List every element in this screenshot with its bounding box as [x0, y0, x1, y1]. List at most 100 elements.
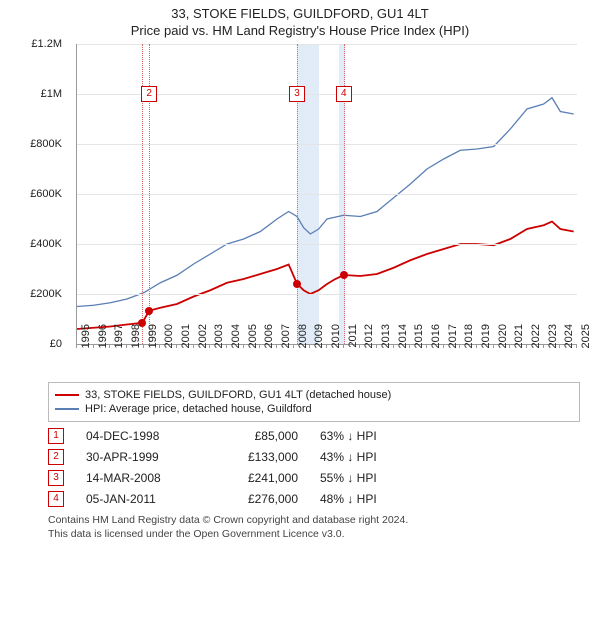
x-tick: [143, 344, 144, 348]
cell-date: 05-JAN-2011: [86, 492, 196, 506]
x-tick: [476, 344, 477, 348]
row-number-box: 2: [48, 449, 64, 465]
x-axis-label: 2004: [230, 324, 242, 354]
x-tick: [526, 344, 527, 348]
table-row: 4 05-JAN-2011 £276,000 48% ↓ HPI: [48, 491, 580, 507]
footer-attribution: Contains HM Land Registry data © Crown c…: [48, 513, 580, 541]
x-axis-label: 2016: [430, 324, 442, 354]
x-tick: [459, 344, 460, 348]
x-axis-label: 2007: [280, 324, 292, 354]
x-axis-label: 2011: [347, 324, 359, 354]
x-tick: [309, 344, 310, 348]
x-tick: [493, 344, 494, 348]
x-axis-label: 2000: [163, 324, 175, 354]
x-axis-label: 1996: [97, 324, 109, 354]
x-tick: [359, 344, 360, 348]
row-number-box: 4: [48, 491, 64, 507]
x-tick: [109, 344, 110, 348]
sale-dot: [340, 271, 348, 279]
row-number-box: 1: [48, 428, 64, 444]
x-axis-label: 2017: [447, 324, 459, 354]
y-axis-label: £0: [22, 338, 62, 350]
x-axis-label: 2025: [580, 324, 592, 354]
cell-date: 04-DEC-1998: [86, 429, 196, 443]
gridline: [77, 294, 577, 295]
legend-swatch: [55, 408, 79, 410]
x-tick: [443, 344, 444, 348]
sales-table: 1 04-DEC-1998 £85,000 63% ↓ HPI 2 30-APR-1999…: [48, 428, 580, 507]
y-axis-label: £800K: [22, 138, 62, 150]
x-axis-label: 2024: [563, 324, 575, 354]
x-tick: [543, 344, 544, 348]
x-axis-label: 2018: [463, 324, 475, 354]
x-axis-label: 2023: [547, 324, 559, 354]
cell-date: 14-MAR-2008: [86, 471, 196, 485]
x-axis-label: 2019: [480, 324, 492, 354]
table-row: 1 04-DEC-1998 £85,000 63% ↓ HPI: [48, 428, 580, 444]
x-tick: [226, 344, 227, 348]
y-axis-label: £1M: [22, 88, 62, 100]
legend-item: HPI: Average price, detached house, Guil…: [55, 403, 573, 415]
legend-box: 33, STOKE FIELDS, GUILDFORD, GU1 4LT (de…: [48, 382, 580, 422]
x-axis-label: 1995: [80, 324, 92, 354]
y-axis-label: £200K: [22, 288, 62, 300]
x-axis-label: 2001: [180, 324, 192, 354]
x-axis-label: 2020: [497, 324, 509, 354]
legend-item: 33, STOKE FIELDS, GUILDFORD, GU1 4LT (de…: [55, 389, 573, 401]
x-axis-label: 1999: [147, 324, 159, 354]
x-axis-label: 2002: [197, 324, 209, 354]
x-tick: [259, 344, 260, 348]
legend-label: HPI: Average price, detached house, Guil…: [85, 403, 312, 415]
cell-pct: 43% ↓ HPI: [320, 450, 430, 464]
x-axis-label: 2009: [313, 324, 325, 354]
x-tick: [509, 344, 510, 348]
table-row: 314-MAR-2008£241,00055% ↓ HPI: [48, 470, 580, 486]
cell-price: £241,000: [218, 471, 298, 485]
sale-marker-box: 3: [289, 86, 305, 102]
x-tick: [76, 344, 77, 348]
x-axis-label: 2012: [363, 324, 375, 354]
gridline: [77, 144, 577, 145]
chart-title-address: 33, STOKE FIELDS, GUILDFORD, GU1 4LT: [0, 6, 600, 21]
sale-dot: [293, 280, 301, 288]
x-axis-label: 1997: [113, 324, 125, 354]
x-tick: [343, 344, 344, 348]
gridline: [77, 194, 577, 195]
sale-marker-box: 4: [336, 86, 352, 102]
table-row: 230-APR-1999£133,00043% ↓ HPI: [48, 449, 580, 465]
cell-pct: 63% ↓ HPI: [320, 429, 430, 443]
cell-pct: 48% ↓ HPI: [320, 492, 430, 506]
x-tick: [243, 344, 244, 348]
x-axis-label: 2015: [413, 324, 425, 354]
x-axis-label: 2014: [397, 324, 409, 354]
plot-region: 2 3 4: [76, 44, 577, 345]
x-tick: [326, 344, 327, 348]
legend-swatch: [55, 394, 79, 396]
x-tick: [93, 344, 94, 348]
x-tick: [176, 344, 177, 348]
series-line: [77, 98, 574, 307]
cell-pct: 55% ↓ HPI: [320, 471, 430, 485]
x-tick: [209, 344, 210, 348]
x-tick: [376, 344, 377, 348]
cell-price: £85,000: [218, 429, 298, 443]
x-tick: [193, 344, 194, 348]
gridline: [77, 244, 577, 245]
footer-line: This data is licensed under the Open Gov…: [48, 527, 580, 541]
cell-price: £276,000: [218, 492, 298, 506]
y-axis-label: £600K: [22, 188, 62, 200]
sale-marker-box: 2: [141, 86, 157, 102]
x-axis-label: 2005: [247, 324, 259, 354]
y-axis-label: £400K: [22, 238, 62, 250]
x-axis-label: 1998: [130, 324, 142, 354]
x-axis-label: 2013: [380, 324, 392, 354]
x-tick: [409, 344, 410, 348]
x-tick: [276, 344, 277, 348]
x-tick: [426, 344, 427, 348]
cell-date: 30-APR-1999: [86, 450, 196, 464]
x-axis-label: 2022: [530, 324, 542, 354]
x-tick: [126, 344, 127, 348]
x-tick: [293, 344, 294, 348]
x-axis-label: 2008: [297, 324, 309, 354]
x-tick: [393, 344, 394, 348]
